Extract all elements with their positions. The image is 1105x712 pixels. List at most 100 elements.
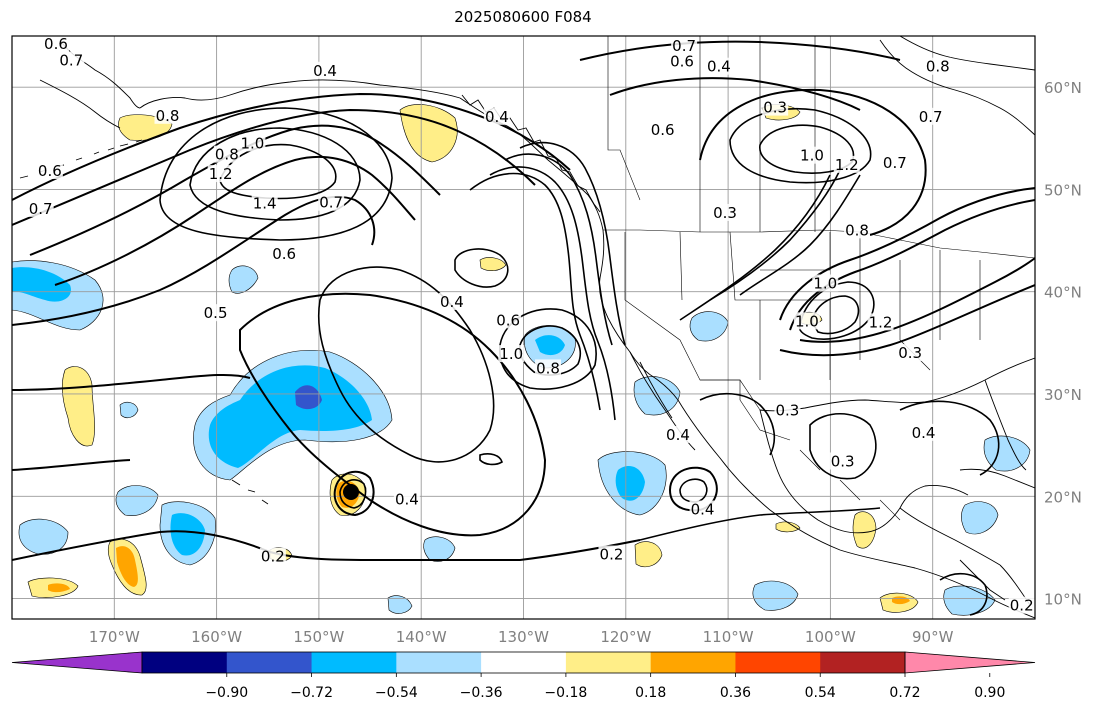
contour-label: 0.8 (536, 359, 560, 377)
contour-label: 0.4 (912, 424, 936, 442)
contour-label-background (251, 194, 278, 212)
contour-label-background (207, 165, 234, 183)
contour-label: 0.7 (319, 194, 343, 212)
contour-label-background (671, 37, 698, 55)
contour-label-background (202, 304, 229, 322)
negative-anomaly-region (689, 311, 729, 342)
contour-label: 0.2 (1010, 597, 1034, 615)
contour-label-background (438, 292, 465, 310)
negative-anomaly-region (12, 267, 71, 302)
positive-anomaly-region (634, 541, 663, 567)
contour-label: 0.7 (919, 108, 943, 126)
contour-label-background (1008, 596, 1035, 614)
contour-label-background (705, 57, 732, 75)
positive-anomaly-region (775, 521, 801, 533)
contour-label: 0.6 (38, 162, 62, 180)
contour-label-background (535, 359, 562, 377)
contour-label: 0.4 (707, 58, 731, 76)
colorbar-segment (735, 652, 821, 673)
colorbar-tick-label: −0.36 (460, 685, 503, 701)
contour-label-background (829, 452, 856, 470)
contour-label: 0.4 (666, 426, 690, 444)
contour-label-background (393, 490, 420, 508)
contour-label: 0.3 (713, 204, 737, 222)
latitude-tick-label: 50°N (1044, 181, 1082, 199)
longitude-tick-label: 130°W (498, 628, 549, 646)
colorbar-segment (481, 652, 567, 673)
contour-label-background (495, 311, 522, 329)
colorbar-tick-label: −0.72 (290, 685, 333, 701)
colorbar-outline (141, 651, 906, 674)
contour-label-background (318, 193, 345, 211)
contour-label: 0.4 (440, 293, 464, 311)
contour-label: 0.3 (763, 99, 787, 117)
contour-label-background (917, 107, 944, 125)
negative-anomaly-region (208, 365, 372, 468)
contour-label-background (649, 121, 676, 139)
colorbar-segment (226, 652, 313, 673)
negative-anomaly-region (170, 513, 205, 556)
colorbar-tick-label: 0.72 (889, 685, 920, 701)
coastlines-and-borders (19, 36, 1035, 619)
contour-label-background (664, 425, 691, 443)
longitude-tick-label: 140°W (396, 628, 447, 646)
contour-label: 0.4 (395, 490, 419, 508)
contour-label-background (762, 98, 789, 116)
colorbar: −0.90 −0.72 −0.54 −0.36 −0.18 0.18 0.36 0.54 0.7… (11, 651, 1036, 701)
contour-label: 0.7 (59, 52, 83, 70)
contour-label: 0.3 (831, 452, 855, 470)
negative-anomaly-region (115, 485, 159, 516)
colorbar-tick-label: 0.18 (635, 685, 666, 701)
contour-label-background (36, 162, 63, 180)
contour-label-background (910, 423, 937, 441)
latitude-tick-labels: 60°N 50°N 40°N 30°N 20°N 10°N (1044, 79, 1082, 608)
contour-label-background (271, 244, 298, 262)
contour-label: 1.2 (835, 156, 859, 174)
contour-label-background (881, 153, 908, 171)
contour-label-background (897, 344, 924, 362)
contour-label: 0.6 (651, 121, 675, 139)
longitude-tick-label: 90°W (912, 628, 954, 646)
storm-center-marker (343, 484, 359, 500)
contour-label: 0.8 (845, 221, 869, 239)
contour-label: 0.2 (261, 548, 285, 566)
contour-label-background (867, 313, 894, 331)
contour-label: 1.0 (499, 345, 523, 363)
negative-anomaly-region (615, 466, 645, 501)
contour-label: 1.2 (209, 165, 233, 183)
colorbar-extend-max (904, 651, 1036, 674)
contour-label-background (843, 221, 870, 239)
contour-label: 1.0 (795, 312, 819, 330)
longitude-tick-label: 170°W (89, 628, 140, 646)
positive-anomaly-region (399, 104, 458, 163)
contour-label-background (498, 345, 525, 363)
contour-label-background (239, 134, 266, 152)
contour-label: 0.6 (670, 53, 694, 71)
contour-label-background (812, 274, 839, 292)
contour-label: 0.2 (600, 546, 624, 564)
contour-label: 0.7 (672, 37, 696, 55)
negative-anomaly-region (752, 580, 799, 611)
contour-label: 0.6 (272, 245, 296, 263)
contour-label: 0.6 (496, 311, 520, 329)
contour-label-background (774, 401, 801, 419)
contour-label-background (793, 312, 820, 330)
contour-label: 0.8 (926, 58, 950, 76)
colorbar-tick-label: −0.54 (375, 685, 418, 701)
contour-label-background (669, 52, 696, 70)
contour-label: 0.4 (485, 108, 509, 126)
contour-label: 1.0 (800, 147, 824, 165)
contour-label: 0.6 (44, 35, 68, 53)
colorbar-segment (396, 652, 482, 673)
positive-anomaly-region (116, 546, 138, 587)
contour-label-background (154, 106, 181, 124)
contour-label: 1.2 (869, 313, 893, 331)
contour-label-background (833, 155, 860, 173)
negative-anomaly-region (961, 501, 999, 535)
contour-label-background (27, 199, 54, 217)
colorbar-tick-label: 0.36 (720, 685, 751, 701)
longitude-tick-label: 120°W (600, 628, 651, 646)
contour-label: 0.8 (156, 107, 180, 125)
colorbar-tick-label: −0.18 (544, 685, 587, 701)
